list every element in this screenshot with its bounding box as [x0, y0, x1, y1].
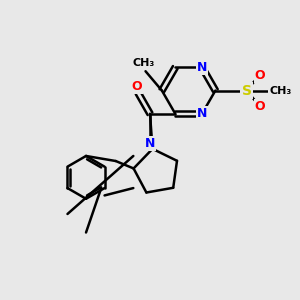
Text: O: O: [255, 69, 265, 82]
Text: S: S: [242, 84, 252, 98]
Text: O: O: [255, 100, 265, 112]
Text: N: N: [197, 61, 207, 74]
Text: O: O: [131, 80, 142, 93]
Text: N: N: [197, 107, 207, 120]
Text: CH₃: CH₃: [133, 58, 155, 68]
Text: CH₃: CH₃: [269, 85, 291, 96]
Text: N: N: [145, 137, 155, 150]
